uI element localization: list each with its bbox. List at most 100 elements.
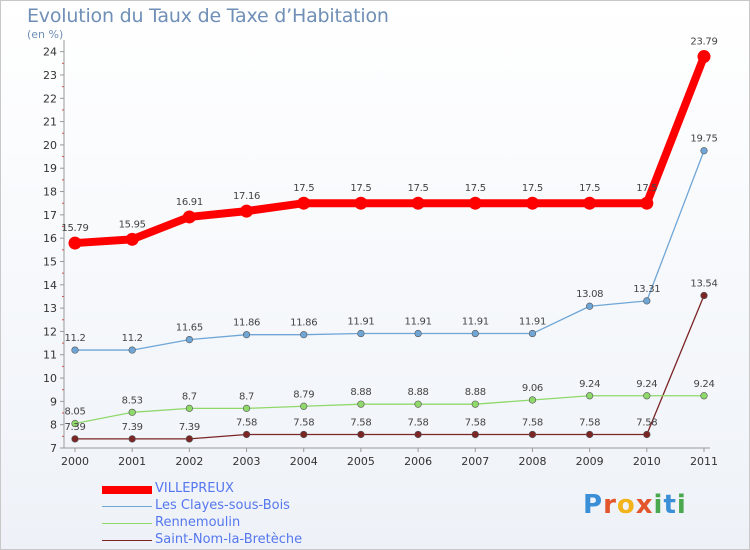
- data-point-rennemoulin: [357, 400, 365, 408]
- data-label-saint-nom-la-breteche: 7.39: [179, 422, 200, 433]
- y-tick-label: 13: [43, 302, 57, 315]
- data-label-saint-nom-la-breteche: 7.58: [522, 417, 543, 428]
- y-tick-label: 12: [43, 325, 57, 338]
- legend-swatch-saint-nom-la-breteche: [102, 540, 152, 541]
- data-label-les-clayes-sous-bois: 11.2: [64, 333, 85, 344]
- data-point-rennemoulin: [185, 404, 193, 412]
- proxiti-logo: Proxiti: [583, 490, 687, 520]
- legend-swatch-villepreux: [102, 486, 152, 494]
- data-label-saint-nom-la-breteche: 7.58: [579, 417, 600, 428]
- data-point-saint-nom-la-breteche: [128, 435, 136, 443]
- data-label-les-clayes-sous-bois: 11.2: [122, 333, 143, 344]
- legend-item-rennemoulin: Rennemoulin: [102, 515, 362, 532]
- data-label-villepreux: 17.5: [408, 183, 429, 194]
- data-label-villepreux: 17.5: [522, 183, 543, 194]
- data-label-les-clayes-sous-bois: 11.91: [405, 317, 432, 328]
- data-label-les-clayes-sous-bois: 11.91: [519, 317, 546, 328]
- legend-item-saint-nom-la-breteche: Saint-Nom-la-Bretèche: [102, 532, 362, 549]
- data-point-rennemoulin: [71, 419, 79, 428]
- data-label-rennemoulin: 8.7: [239, 391, 254, 402]
- data-point-rennemoulin: [242, 404, 251, 412]
- data-label-rennemoulin: 8.88: [465, 387, 486, 398]
- data-label-les-clayes-sous-bois: 11.86: [290, 318, 317, 329]
- data-label-rennemoulin: 8.79: [293, 389, 314, 400]
- data-point-villepreux: [640, 196, 654, 210]
- data-point-saint-nom-la-breteche: [357, 430, 365, 439]
- data-label-les-clayes-sous-bois: 11.65: [176, 323, 203, 334]
- data-point-les-clayes-sous-bois: [528, 329, 537, 338]
- y-tick-label: 22: [43, 92, 57, 105]
- data-point-villepreux: [240, 204, 254, 218]
- data-point-villepreux: [182, 210, 196, 224]
- data-label-villepreux: 17.5: [636, 183, 657, 194]
- data-point-les-clayes-sous-bois: [414, 329, 422, 338]
- data-label-villepreux: 15.79: [61, 223, 88, 234]
- data-label-saint-nom-la-breteche: 7.58: [293, 417, 314, 428]
- x-tick-label: 2005: [347, 455, 375, 468]
- data-label-villepreux: 17.5: [579, 183, 600, 194]
- x-tick-label: 2003: [233, 455, 261, 468]
- data-point-rennemoulin: [414, 400, 422, 408]
- data-point-rennemoulin: [586, 392, 594, 400]
- data-label-villepreux: 17.5: [293, 183, 314, 194]
- data-label-villepreux: 15.95: [119, 219, 146, 230]
- x-tick-label: 2001: [118, 455, 146, 468]
- data-label-saint-nom-la-breteche: 7.58: [350, 417, 371, 428]
- data-label-saint-nom-la-breteche: 7.58: [465, 417, 486, 428]
- data-point-villepreux: [354, 196, 368, 210]
- data-point-les-clayes-sous-bois: [586, 302, 594, 310]
- data-label-les-clayes-sous-bois: 19.75: [690, 134, 717, 145]
- data-point-villepreux: [697, 50, 711, 64]
- data-label-rennemoulin: 9.24: [636, 379, 657, 390]
- data-point-les-clayes-sous-bois: [128, 346, 136, 354]
- series-line-rennemoulin: [74, 395, 705, 425]
- x-tick-label: 2007: [461, 455, 489, 468]
- y-tick-label: 23: [43, 69, 57, 82]
- data-point-les-clayes-sous-bois: [185, 335, 193, 344]
- y-tick-label: 21: [43, 116, 57, 129]
- logo-letter: r: [603, 490, 617, 520]
- data-point-rennemoulin: [643, 392, 651, 400]
- legend-swatch-les-clayes-sous-bois: [102, 506, 152, 507]
- legend-item-les-clayes-sous-bois: Les Clayes-sous-Bois: [102, 498, 362, 515]
- x-tick-label: 2006: [404, 455, 432, 468]
- y-tick-label: 17: [43, 209, 57, 222]
- data-point-les-clayes-sous-bois: [643, 297, 651, 305]
- y-tick-label: 7: [50, 442, 57, 455]
- data-point-villepreux: [525, 196, 539, 210]
- data-label-saint-nom-la-breteche: 7.58: [636, 417, 657, 428]
- data-point-saint-nom-la-breteche: [471, 430, 479, 439]
- logo-letter: t: [663, 490, 677, 520]
- logo-letter: i: [653, 490, 664, 520]
- chart-unit-label: (en %): [27, 28, 64, 41]
- y-tick-label: 16: [43, 232, 57, 245]
- data-point-saint-nom-la-breteche: [643, 430, 651, 439]
- data-label-saint-nom-la-breteche: 7.39: [122, 422, 143, 433]
- data-label-villepreux: 23.79: [690, 37, 717, 48]
- legend-label-les-clayes-sous-bois: Les Clayes-sous-Bois: [155, 498, 290, 513]
- y-tick-label: 8: [50, 419, 57, 432]
- y-tick-label: 19: [43, 162, 57, 175]
- data-point-rennemoulin: [300, 402, 308, 410]
- x-tick-label: 2004: [290, 455, 318, 468]
- logo-letter: o: [616, 490, 636, 520]
- data-point-les-clayes-sous-bois: [471, 329, 479, 338]
- data-label-rennemoulin: 8.88: [350, 387, 371, 398]
- y-tick-label: 15: [43, 255, 57, 268]
- data-label-villepreux: 16.91: [176, 197, 203, 208]
- data-label-les-clayes-sous-bois: 11.86: [233, 318, 260, 329]
- y-tick-label: 9: [50, 395, 57, 408]
- data-point-saint-nom-la-breteche: [528, 430, 537, 439]
- data-label-les-clayes-sous-bois: 13.08: [576, 289, 603, 300]
- data-point-saint-nom-la-breteche: [300, 430, 308, 439]
- data-label-rennemoulin: 8.7: [182, 391, 197, 402]
- series-line-les-clayes-sous-bois: [74, 150, 705, 351]
- data-point-villepreux: [411, 196, 425, 210]
- legend-label-rennemoulin: Rennemoulin: [155, 515, 241, 530]
- logo-letter: P: [583, 490, 604, 520]
- data-point-saint-nom-la-breteche: [414, 430, 422, 439]
- data-point-rennemoulin: [128, 408, 136, 416]
- chart-title: Evolution du Taux de Taxe d’Habitation: [27, 5, 389, 27]
- x-tick-label: 2002: [175, 455, 203, 468]
